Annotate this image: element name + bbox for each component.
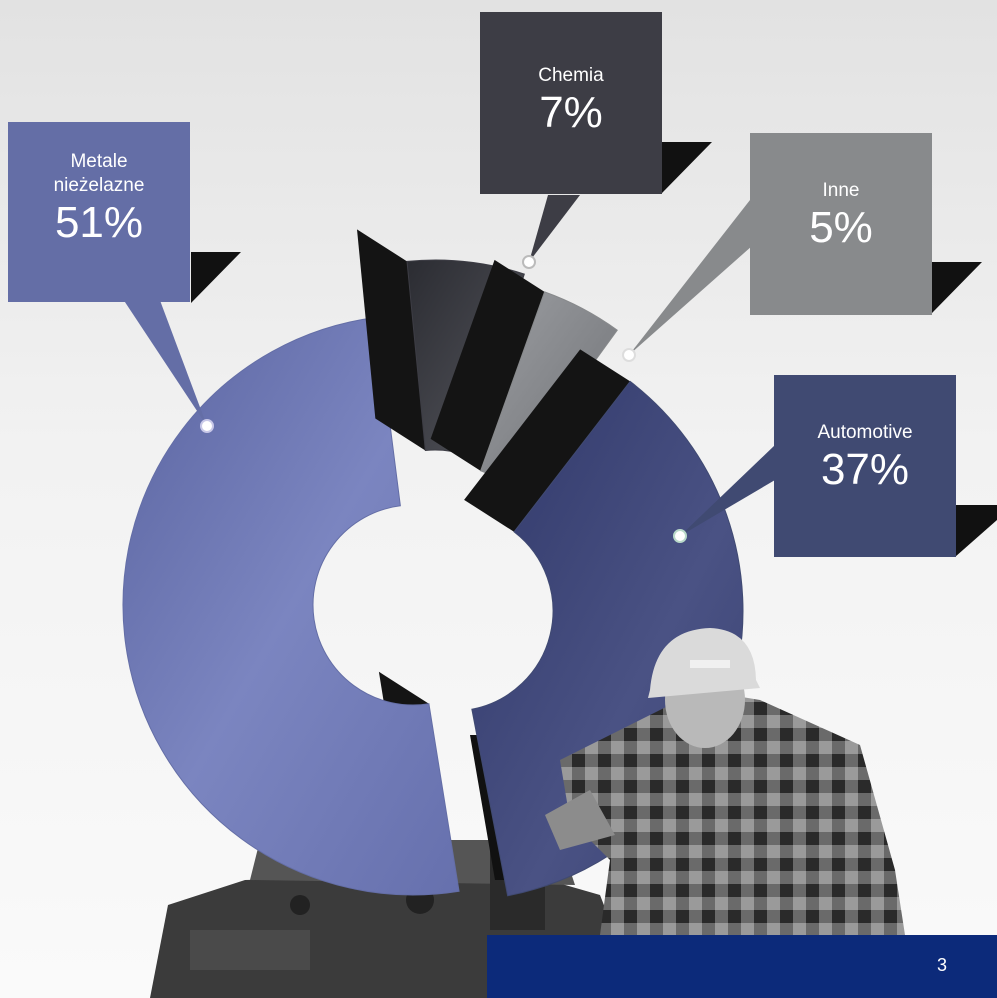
callout-pointers xyxy=(115,195,775,536)
marker-chemia xyxy=(522,255,536,269)
slice-metale xyxy=(122,316,460,896)
callout-inne: Inne 5% xyxy=(750,133,932,315)
callout-metale-label: Metale nieżelazne xyxy=(53,151,145,196)
callout-metale: Metale nieżelazne 51% xyxy=(8,122,190,302)
callout-shadows xyxy=(191,142,997,557)
callout-automotive-label: Automotive xyxy=(817,422,913,443)
callout-inne-value: 5% xyxy=(809,203,873,252)
marker-automotive xyxy=(673,529,687,543)
marker-metale xyxy=(200,419,214,433)
marker-inne xyxy=(622,348,636,362)
callout-automotive-value: 37% xyxy=(820,445,910,494)
slice-markers xyxy=(200,255,687,543)
slice-automotive-edge xyxy=(464,349,631,532)
footer-bar: 3 xyxy=(487,935,997,998)
callout-automotive: Automotive 37% xyxy=(774,375,956,557)
page-number: 3 xyxy=(936,955,947,975)
worker-figure xyxy=(545,628,905,935)
callout-chemia-value: 7% xyxy=(539,88,603,137)
slice-inne-edge xyxy=(430,259,545,471)
callout-inne-label: Inne xyxy=(822,180,860,201)
callout-chemia-label: Chemia xyxy=(538,65,604,86)
slice-chemia-edge xyxy=(357,229,426,451)
callout-metale-value: 51% xyxy=(54,198,144,247)
callout-chemia: Chemia 7% xyxy=(480,12,662,194)
